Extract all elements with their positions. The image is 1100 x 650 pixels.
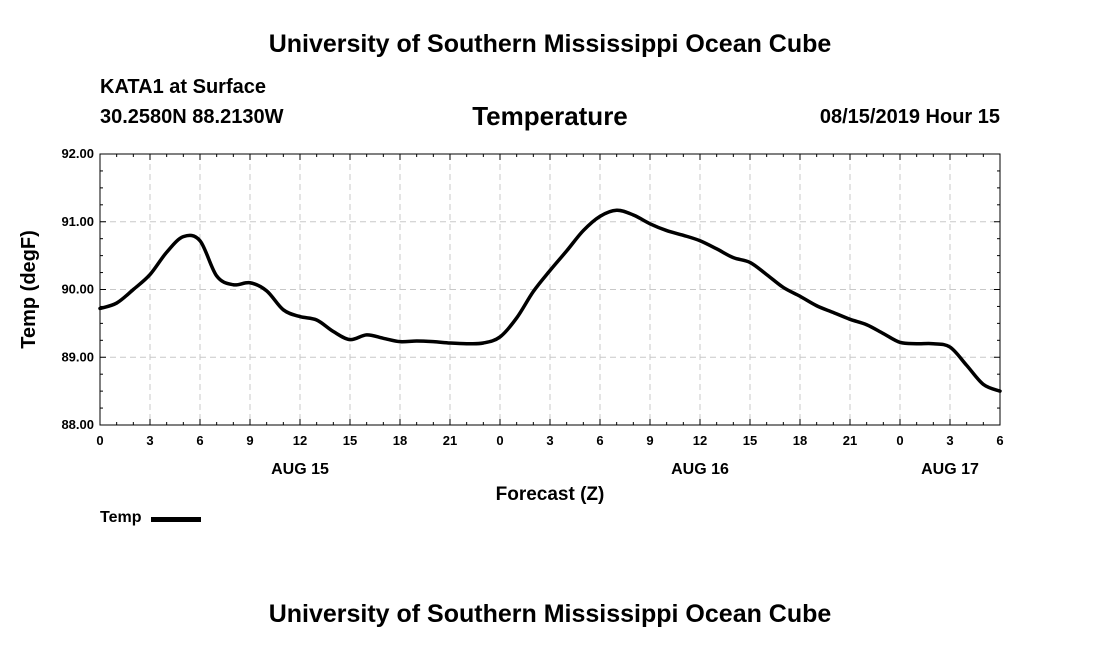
day-label: AUG 17	[921, 461, 979, 478]
day-label: AUG 16	[671, 461, 729, 478]
x-tick-label: 3	[146, 433, 153, 448]
station-label: KATA1 at Surface	[100, 76, 266, 98]
x-tick-label: 9	[246, 433, 253, 448]
x-tick-label: 0	[496, 433, 503, 448]
x-tick-label: 12	[293, 433, 307, 448]
y-tick-label: 88.00	[61, 417, 94, 432]
series-layer	[98, 208, 1002, 393]
grid-layer	[100, 154, 1000, 425]
y-tick-label: 92.00	[61, 146, 94, 161]
x-tick-label: 6	[596, 433, 603, 448]
x-tick-label: 0	[96, 433, 103, 448]
tick-layer	[99, 153, 1001, 426]
y-tick-label: 90.00	[61, 282, 94, 297]
x-tick-label: 18	[393, 433, 407, 448]
x-axis-title: Forecast (Z)	[496, 484, 605, 505]
x-tick-label: 21	[443, 433, 457, 448]
x-tick-label: 6	[196, 433, 203, 448]
header-title: University of Southern Mississippi Ocean…	[268, 30, 832, 58]
x-tick-label: 9	[646, 433, 653, 448]
variable-title: Temperature	[472, 101, 628, 131]
x-tick-label: 15	[743, 433, 757, 448]
temp-series-line	[98, 208, 1002, 393]
x-tick-label: 6	[996, 433, 1003, 448]
forecast-datetime: 08/15/2019 Hour 15	[819, 106, 1000, 128]
temperature-chart: 0 3 6 9 12 15 18 21 0 3 6 9 12 15 18 21 0 3 6 88.00 89.00 90.…	[18, 146, 1004, 505]
footer-title: University of Southern Mississippi Ocean…	[268, 600, 832, 628]
station-coordinates: 30.2580N 88.2130W	[100, 106, 284, 128]
y-axis-title: Temp (degF)	[18, 230, 40, 349]
day-label: AUG 15	[271, 461, 329, 478]
x-tick-label: 0	[896, 433, 903, 448]
x-tick-label: 12	[693, 433, 707, 448]
x-tick-label: 18	[793, 433, 807, 448]
axis-label-layer: 0 3 6 9 12 15 18 21 0 3 6 9 12 15 18 21 0 3 6 88.00 89.00 90.…	[18, 146, 1004, 505]
x-tick-label: 15	[343, 433, 357, 448]
x-tick-label: 3	[546, 433, 553, 448]
legend: Temp	[100, 509, 202, 527]
x-tick-label: 3	[946, 433, 953, 448]
legend-swatch	[151, 517, 202, 522]
y-tick-label: 91.00	[61, 214, 94, 229]
y-tick-label: 89.00	[61, 349, 94, 364]
x-tick-label: 21	[843, 433, 857, 448]
legend-label: Temp	[100, 509, 142, 526]
